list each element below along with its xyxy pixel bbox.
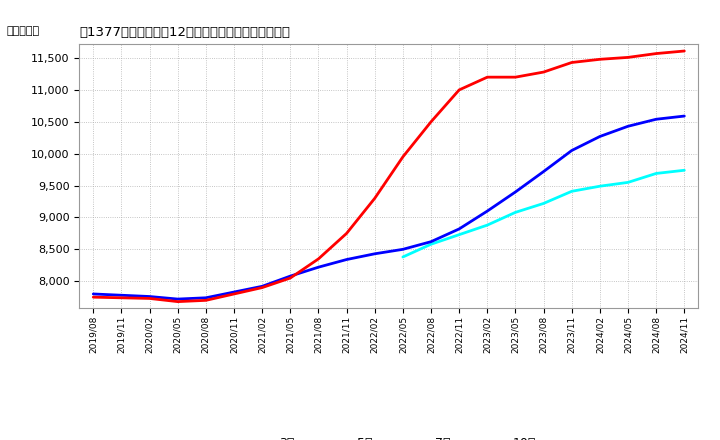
Y-axis label: （百万円）: （百万円） [7, 26, 40, 36]
Text: ［1377］　経常利益12か月移動合計の平均値の推移: ［1377］ 経常利益12か月移動合計の平均値の推移 [79, 26, 290, 39]
Legend: 3年, 5年, 7年, 10年: 3年, 5年, 7年, 10年 [236, 432, 541, 440]
